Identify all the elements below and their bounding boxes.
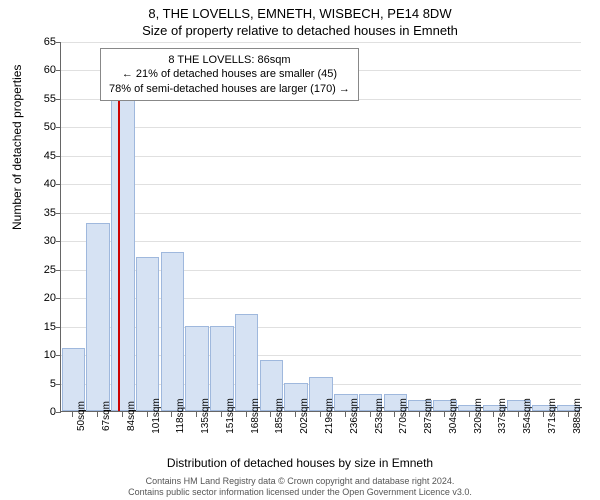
annotation-box: 8 THE LOVELLS: 86sqm ← 21% of detached h… xyxy=(100,48,359,101)
y-tick-label: 0 xyxy=(26,406,56,418)
chart-container: 8, THE LOVELLS, EMNETH, WISBECH, PE14 8D… xyxy=(0,0,600,500)
x-tick-label: 67sqm xyxy=(101,401,112,431)
x-tick-label: 168sqm xyxy=(250,398,261,434)
annotation-line-2: ← 21% of detached houses are smaller (45… xyxy=(109,67,350,81)
x-tick-mark xyxy=(469,412,470,417)
x-tick-mark xyxy=(246,412,247,417)
gridline xyxy=(61,156,581,157)
x-tick-label: 101sqm xyxy=(151,398,162,434)
chart-subtitle: Size of property relative to detached ho… xyxy=(0,21,600,38)
y-tick-mark xyxy=(56,298,61,299)
x-tick-label: 236sqm xyxy=(349,398,360,434)
x-tick-label: 84sqm xyxy=(126,401,137,431)
y-tick-mark xyxy=(56,241,61,242)
gridline xyxy=(61,241,581,242)
x-tick-mark xyxy=(568,412,569,417)
x-tick-mark xyxy=(221,412,222,417)
gridline xyxy=(61,213,581,214)
x-tick-mark xyxy=(345,412,346,417)
x-tick-mark xyxy=(97,412,98,417)
x-tick-label: 304sqm xyxy=(448,398,459,434)
x-tick-label: 287sqm xyxy=(423,398,434,434)
gridline xyxy=(61,184,581,185)
y-tick-mark xyxy=(56,355,61,356)
x-tick-mark xyxy=(171,412,172,417)
x-axis-label: Distribution of detached houses by size … xyxy=(0,456,600,470)
y-tick-mark xyxy=(56,70,61,71)
property-marker-line xyxy=(118,85,120,411)
y-tick-label: 40 xyxy=(26,178,56,190)
x-tick-mark xyxy=(493,412,494,417)
y-tick-mark xyxy=(56,184,61,185)
y-tick-mark xyxy=(56,270,61,271)
gridline xyxy=(61,42,581,43)
y-tick-label: 15 xyxy=(26,321,56,333)
x-tick-label: 185sqm xyxy=(274,398,285,434)
y-axis-label: Number of detached properties xyxy=(10,65,24,230)
chart-title: 8, THE LOVELLS, EMNETH, WISBECH, PE14 8D… xyxy=(0,0,600,21)
y-tick-label: 45 xyxy=(26,150,56,162)
y-tick-mark xyxy=(56,156,61,157)
y-tick-label: 5 xyxy=(26,378,56,390)
x-tick-label: 371sqm xyxy=(547,398,558,434)
x-tick-label: 388sqm xyxy=(572,398,583,434)
y-tick-label: 30 xyxy=(26,235,56,247)
x-tick-mark xyxy=(444,412,445,417)
y-tick-mark xyxy=(56,42,61,43)
x-tick-mark xyxy=(147,412,148,417)
x-tick-label: 118sqm xyxy=(175,399,186,434)
x-tick-mark xyxy=(320,412,321,417)
y-tick-mark xyxy=(56,99,61,100)
x-tick-label: 253sqm xyxy=(374,398,385,434)
x-tick-label: 219sqm xyxy=(324,398,335,434)
y-tick-label: 20 xyxy=(26,292,56,304)
y-tick-label: 10 xyxy=(26,349,56,361)
annotation-line-3: 78% of semi-detached houses are larger (… xyxy=(109,82,350,96)
x-tick-mark xyxy=(122,412,123,417)
x-tick-mark xyxy=(419,412,420,417)
y-tick-label: 35 xyxy=(26,207,56,219)
x-tick-mark xyxy=(295,412,296,417)
histogram-bar xyxy=(111,98,135,411)
histogram-bar xyxy=(136,257,160,411)
x-tick-label: 337sqm xyxy=(497,398,508,434)
annotation-line-1: 8 THE LOVELLS: 86sqm xyxy=(109,53,350,67)
y-tick-mark xyxy=(56,327,61,328)
y-tick-label: 50 xyxy=(26,121,56,133)
x-tick-mark xyxy=(270,412,271,417)
x-tick-label: 135sqm xyxy=(200,398,211,434)
x-tick-mark xyxy=(543,412,544,417)
y-tick-mark xyxy=(56,384,61,385)
y-tick-mark xyxy=(56,412,61,413)
x-tick-label: 151sqm xyxy=(225,398,236,434)
y-tick-label: 25 xyxy=(26,264,56,276)
x-tick-label: 270sqm xyxy=(398,398,409,434)
y-tick-label: 65 xyxy=(26,36,56,48)
x-tick-label: 320sqm xyxy=(473,398,484,434)
plot-area: 8 THE LOVELLS: 86sqm ← 21% of detached h… xyxy=(60,42,580,412)
x-tick-mark xyxy=(196,412,197,417)
histogram-bar xyxy=(235,314,259,411)
x-tick-mark xyxy=(394,412,395,417)
x-tick-mark xyxy=(370,412,371,417)
x-tick-label: 50sqm xyxy=(76,401,87,431)
x-tick-mark xyxy=(72,412,73,417)
histogram-bar xyxy=(86,223,110,411)
histogram-bar xyxy=(161,252,185,411)
y-tick-label: 55 xyxy=(26,93,56,105)
y-tick-label: 60 xyxy=(26,64,56,76)
footer-text: Contains HM Land Registry data © Crown c… xyxy=(0,476,600,498)
x-tick-mark xyxy=(518,412,519,417)
gridline xyxy=(61,127,581,128)
footer-line-1: Contains HM Land Registry data © Crown c… xyxy=(0,476,600,487)
footer-line-2: Contains public sector information licen… xyxy=(0,487,600,498)
x-tick-label: 354sqm xyxy=(522,398,533,434)
y-tick-mark xyxy=(56,127,61,128)
y-tick-mark xyxy=(56,213,61,214)
x-tick-label: 202sqm xyxy=(299,398,310,434)
